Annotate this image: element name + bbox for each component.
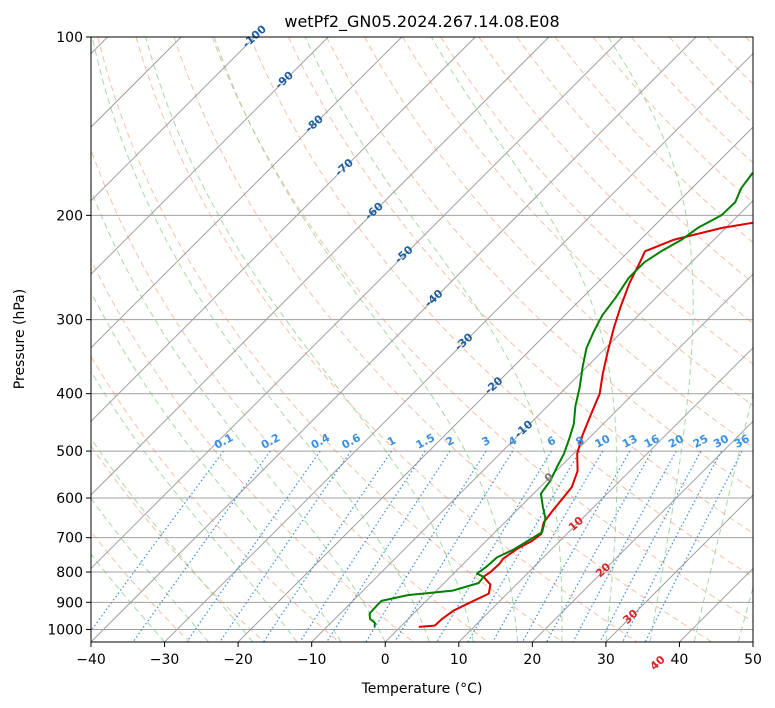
mixing-ratio-line: [572, 450, 677, 642]
y-tick-label: 200: [56, 208, 83, 224]
moist-adiabat: [607, 37, 694, 642]
x-tick-label: 30: [597, 652, 615, 668]
dry-adiabat: [91, 148, 489, 642]
moist-adiabat: [91, 497, 210, 642]
y-tick-label: 1000: [47, 622, 83, 638]
y-tick-label: 900: [56, 595, 83, 611]
moist-adiabat: [91, 290, 342, 642]
x-tick-label: −10: [297, 652, 327, 668]
x-tick-label: 10: [450, 652, 468, 668]
mixing-ratio-label: 13: [620, 432, 640, 451]
mixing-ratio-label: 16: [642, 432, 662, 451]
dewpoint-line: [368, 171, 753, 627]
mixing-ratio-line: [521, 450, 631, 642]
mixing-ratio-line: [91, 450, 224, 632]
x-tick-label: 50: [744, 652, 762, 668]
chart-title: wetPf2_GN05.2024.267.14.08.E08: [284, 12, 559, 32]
isotherm-line: [752, 641, 753, 642]
profile-lines: [368, 171, 753, 628]
dry-adiabat: [478, 37, 753, 324]
isotherm-line: [531, 420, 753, 642]
dry-adiabat: [97, 37, 563, 642]
isotherm-line: [91, 37, 476, 423]
moist-adiabat: [304, 37, 563, 642]
x-tick-label: 0: [381, 652, 390, 668]
isotherm-line: [91, 37, 256, 202]
mixing-ratio-line: [186, 450, 321, 642]
x-tick-label: −30: [150, 652, 180, 668]
x-tick-label: 40: [671, 652, 689, 668]
moist-adiabat: [430, 37, 618, 642]
y-tick-label: 400: [56, 387, 83, 403]
mixing-ratio-label: 10: [593, 432, 613, 451]
isotherm-line: [91, 37, 623, 570]
dry-adiabat: [135, 37, 638, 642]
x-axis-title: Temperature (°C): [361, 681, 483, 697]
x-tick-label: −40: [76, 652, 106, 668]
moist-adiabat: [213, 37, 519, 642]
dry-adiabat: [249, 37, 753, 578]
moist-adiabat: [91, 553, 165, 642]
y-tick-label: 500: [56, 444, 83, 460]
mixing-ratio-line: [492, 450, 604, 642]
isotherm-line: [605, 494, 753, 642]
plot-frame: [90, 36, 754, 643]
x-tick-label: 20: [523, 652, 541, 668]
mixing-ratio-line: [644, 450, 743, 642]
moist-adiabat: [693, 391, 753, 642]
mixing-ratio-line: [219, 450, 352, 642]
moist-adiabat: [91, 370, 298, 642]
x-tick-label: −20: [223, 652, 253, 668]
isotherm-line: [384, 273, 753, 642]
isotherm-line: [458, 347, 753, 642]
dry-adiabat: [91, 445, 265, 642]
isotherm-line: [237, 126, 753, 642]
dry-adiabat: [211, 37, 753, 623]
y-tick-label: 100: [56, 30, 83, 46]
isotherm-line: [91, 37, 329, 275]
mixing-ratio-label: 30: [711, 432, 731, 451]
mixing-ratio-line: [394, 450, 514, 642]
y-tick-label: 300: [56, 313, 83, 329]
dry-adiabat: [326, 37, 753, 491]
dry-adiabat: [173, 37, 713, 642]
dry-adiabat: [440, 37, 753, 365]
isotherm-line: [164, 52, 753, 642]
mixing-ratio-line: [546, 450, 653, 642]
mixing-ratio-line: [622, 450, 722, 642]
isotherm-line: [91, 37, 403, 349]
isotherm-line: [91, 37, 550, 496]
mixing-ratio-line: [263, 450, 393, 642]
moist-adiabat: [91, 37, 430, 642]
isotherm-line: [91, 37, 697, 642]
dry-adiabat: [402, 37, 753, 407]
mixing-ratio-line: [299, 450, 426, 642]
mixing-ratio-label: 20: [666, 432, 686, 451]
y-tick-label: 800: [56, 565, 83, 581]
moist-adiabat: [737, 585, 753, 642]
y-axis-title: Pressure (hPa): [12, 289, 28, 389]
background-lines: [91, 37, 753, 642]
moist-adiabat: [91, 437, 254, 642]
axis-ticks: −40 −30 −20 −10 0 10 20 30 40 50 100 200 300 400 500 60…: [47, 30, 762, 668]
plot-background: [91, 37, 753, 642]
y-tick-label: 600: [56, 491, 83, 507]
moist-adiabat: [145, 37, 474, 642]
mixing-ratio-label: 36: [732, 432, 752, 451]
mixing-ratio-line: [599, 450, 702, 642]
moist-adiabat: [91, 188, 386, 642]
mixing-ratio-label: 25: [691, 432, 711, 451]
y-tick-label: 700: [56, 531, 83, 547]
isotherm-line: [311, 199, 753, 642]
isotherm-label: 40: [648, 653, 668, 673]
